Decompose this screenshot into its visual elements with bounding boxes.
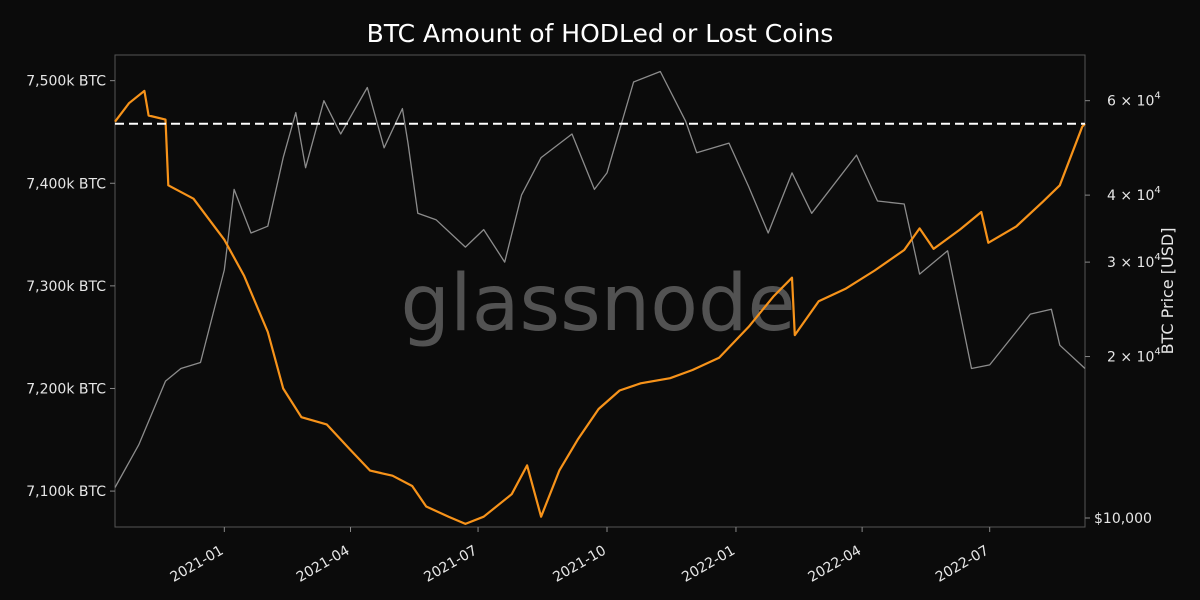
left-tick-label: 7,200k BTC — [26, 381, 106, 397]
watermark: glassnode — [401, 259, 796, 349]
right-tick-label: $10,000 — [1094, 511, 1152, 527]
left-tick-label: 7,500k BTC — [26, 74, 106, 90]
left-axis: 7,100k BTC 7,200k BTC 7,300k BTC 7,400k BTC… — [26, 74, 115, 500]
hodl-coins-line — [114, 89, 1086, 525]
left-tick-label: 7,100k BTC — [26, 484, 106, 500]
right-tick-label: 3 × 104 — [1107, 252, 1161, 271]
series-layer — [114, 70, 1086, 525]
right-tick-label: 4 × 104 — [1107, 185, 1161, 204]
left-tick-label: 7,300k BTC — [26, 279, 106, 295]
right-axis-label: BTC Price [USD] — [1158, 228, 1177, 355]
left-tick-label: 7,400k BTC — [26, 176, 106, 192]
btc-price-line — [114, 70, 1086, 488]
plot-area — [114, 54, 1086, 528]
right-axis: $10,000 2 × 104 3 × 104 4 × 104 6 × 104 — [1085, 91, 1161, 527]
chart-title: BTC Amount of HODLed or Lost Coins — [367, 19, 834, 48]
right-tick-label: 6 × 104 — [1107, 91, 1161, 110]
right-tick-label: 2 × 104 — [1107, 347, 1161, 366]
